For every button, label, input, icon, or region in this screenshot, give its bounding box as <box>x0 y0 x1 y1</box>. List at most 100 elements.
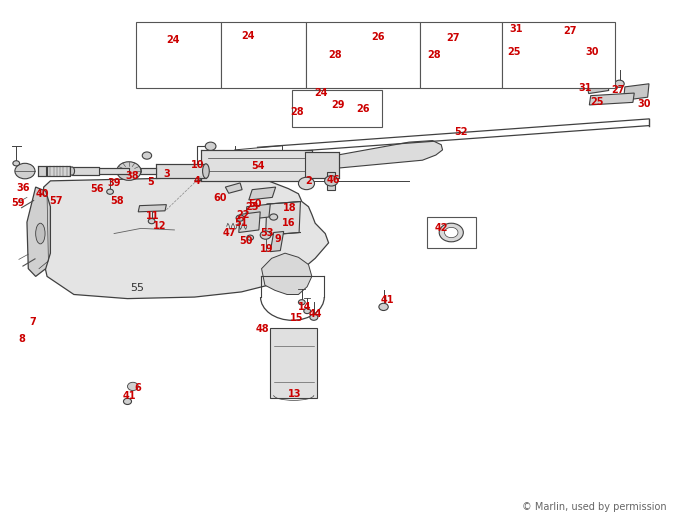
Bar <box>222 22 306 88</box>
Polygon shape <box>302 77 342 83</box>
Ellipse shape <box>69 167 75 175</box>
Text: 38: 38 <box>125 171 139 181</box>
Text: 47: 47 <box>222 228 236 238</box>
Text: 53: 53 <box>260 228 274 238</box>
Text: 28: 28 <box>428 51 441 61</box>
Circle shape <box>379 303 389 310</box>
Text: 28: 28 <box>290 106 304 116</box>
Polygon shape <box>624 84 649 100</box>
Circle shape <box>615 80 624 87</box>
Text: 24: 24 <box>314 88 328 98</box>
Circle shape <box>260 231 271 239</box>
Polygon shape <box>432 49 439 54</box>
Circle shape <box>439 223 463 242</box>
Text: 27: 27 <box>611 85 625 95</box>
Bar <box>291 91 382 127</box>
Text: 8: 8 <box>18 335 25 345</box>
Polygon shape <box>72 167 98 175</box>
Text: 30: 30 <box>586 47 598 57</box>
Text: 26: 26 <box>356 104 370 113</box>
Text: 58: 58 <box>110 196 124 206</box>
Text: 50: 50 <box>239 236 253 246</box>
Text: 14: 14 <box>298 302 311 312</box>
Text: 41: 41 <box>122 391 136 401</box>
Text: 18: 18 <box>283 203 297 213</box>
Text: 3: 3 <box>163 169 170 179</box>
Bar <box>421 22 501 88</box>
Ellipse shape <box>137 168 141 174</box>
Text: 23: 23 <box>245 202 259 212</box>
Polygon shape <box>225 183 242 193</box>
Bar <box>427 217 476 248</box>
Ellipse shape <box>202 164 209 178</box>
Text: 25: 25 <box>508 47 521 57</box>
Circle shape <box>127 382 138 391</box>
Text: 48: 48 <box>256 324 269 334</box>
Text: 10: 10 <box>191 160 205 170</box>
Text: 27: 27 <box>447 33 460 43</box>
Text: 41: 41 <box>380 295 394 305</box>
Text: 51: 51 <box>235 218 248 228</box>
Text: 42: 42 <box>434 223 448 233</box>
Text: 6: 6 <box>134 384 141 394</box>
Polygon shape <box>39 177 328 299</box>
Circle shape <box>124 398 131 405</box>
Polygon shape <box>327 172 335 190</box>
Ellipse shape <box>514 35 534 43</box>
Text: 50: 50 <box>248 199 261 209</box>
Text: 5: 5 <box>147 177 154 187</box>
Polygon shape <box>590 93 634 105</box>
Polygon shape <box>246 204 270 220</box>
Text: 19: 19 <box>260 244 274 254</box>
Text: 15: 15 <box>289 313 303 323</box>
Text: 52: 52 <box>455 127 468 137</box>
Circle shape <box>247 235 254 240</box>
Polygon shape <box>588 84 609 94</box>
Text: 16: 16 <box>282 218 295 228</box>
Circle shape <box>13 161 20 166</box>
Text: 46: 46 <box>326 175 340 186</box>
Text: 36: 36 <box>17 183 30 193</box>
Circle shape <box>107 189 114 194</box>
Text: 28: 28 <box>328 51 342 61</box>
Text: 24: 24 <box>241 31 255 41</box>
Ellipse shape <box>36 223 45 244</box>
Text: 2: 2 <box>305 176 312 186</box>
Circle shape <box>310 314 318 320</box>
Polygon shape <box>249 187 276 200</box>
Circle shape <box>205 142 216 150</box>
Text: 44: 44 <box>309 309 323 319</box>
Polygon shape <box>265 201 300 235</box>
Polygon shape <box>295 109 315 124</box>
Bar <box>306 22 421 88</box>
Text: © Marlin, used by permission: © Marlin, used by permission <box>523 502 667 512</box>
Text: 59: 59 <box>11 198 25 208</box>
Text: 31: 31 <box>578 83 592 93</box>
Bar <box>270 328 317 398</box>
Circle shape <box>298 177 315 190</box>
Text: 24: 24 <box>166 35 180 45</box>
Polygon shape <box>305 152 339 178</box>
Circle shape <box>148 219 155 224</box>
Text: 7: 7 <box>29 317 36 327</box>
Circle shape <box>304 308 311 314</box>
Text: 27: 27 <box>563 26 577 36</box>
Polygon shape <box>47 166 70 176</box>
Text: 30: 30 <box>637 100 650 110</box>
Circle shape <box>298 300 305 305</box>
Polygon shape <box>446 52 492 70</box>
Circle shape <box>269 214 278 220</box>
Text: 60: 60 <box>213 193 227 203</box>
Polygon shape <box>261 253 312 295</box>
Text: 31: 31 <box>510 24 523 34</box>
Circle shape <box>236 215 244 221</box>
Text: 57: 57 <box>49 196 62 206</box>
Text: 11: 11 <box>146 211 160 221</box>
Polygon shape <box>38 166 47 176</box>
Circle shape <box>117 162 141 180</box>
Text: 40: 40 <box>36 189 49 199</box>
Polygon shape <box>139 168 156 174</box>
Circle shape <box>445 227 458 238</box>
Polygon shape <box>98 169 129 173</box>
Text: 12: 12 <box>153 221 166 231</box>
